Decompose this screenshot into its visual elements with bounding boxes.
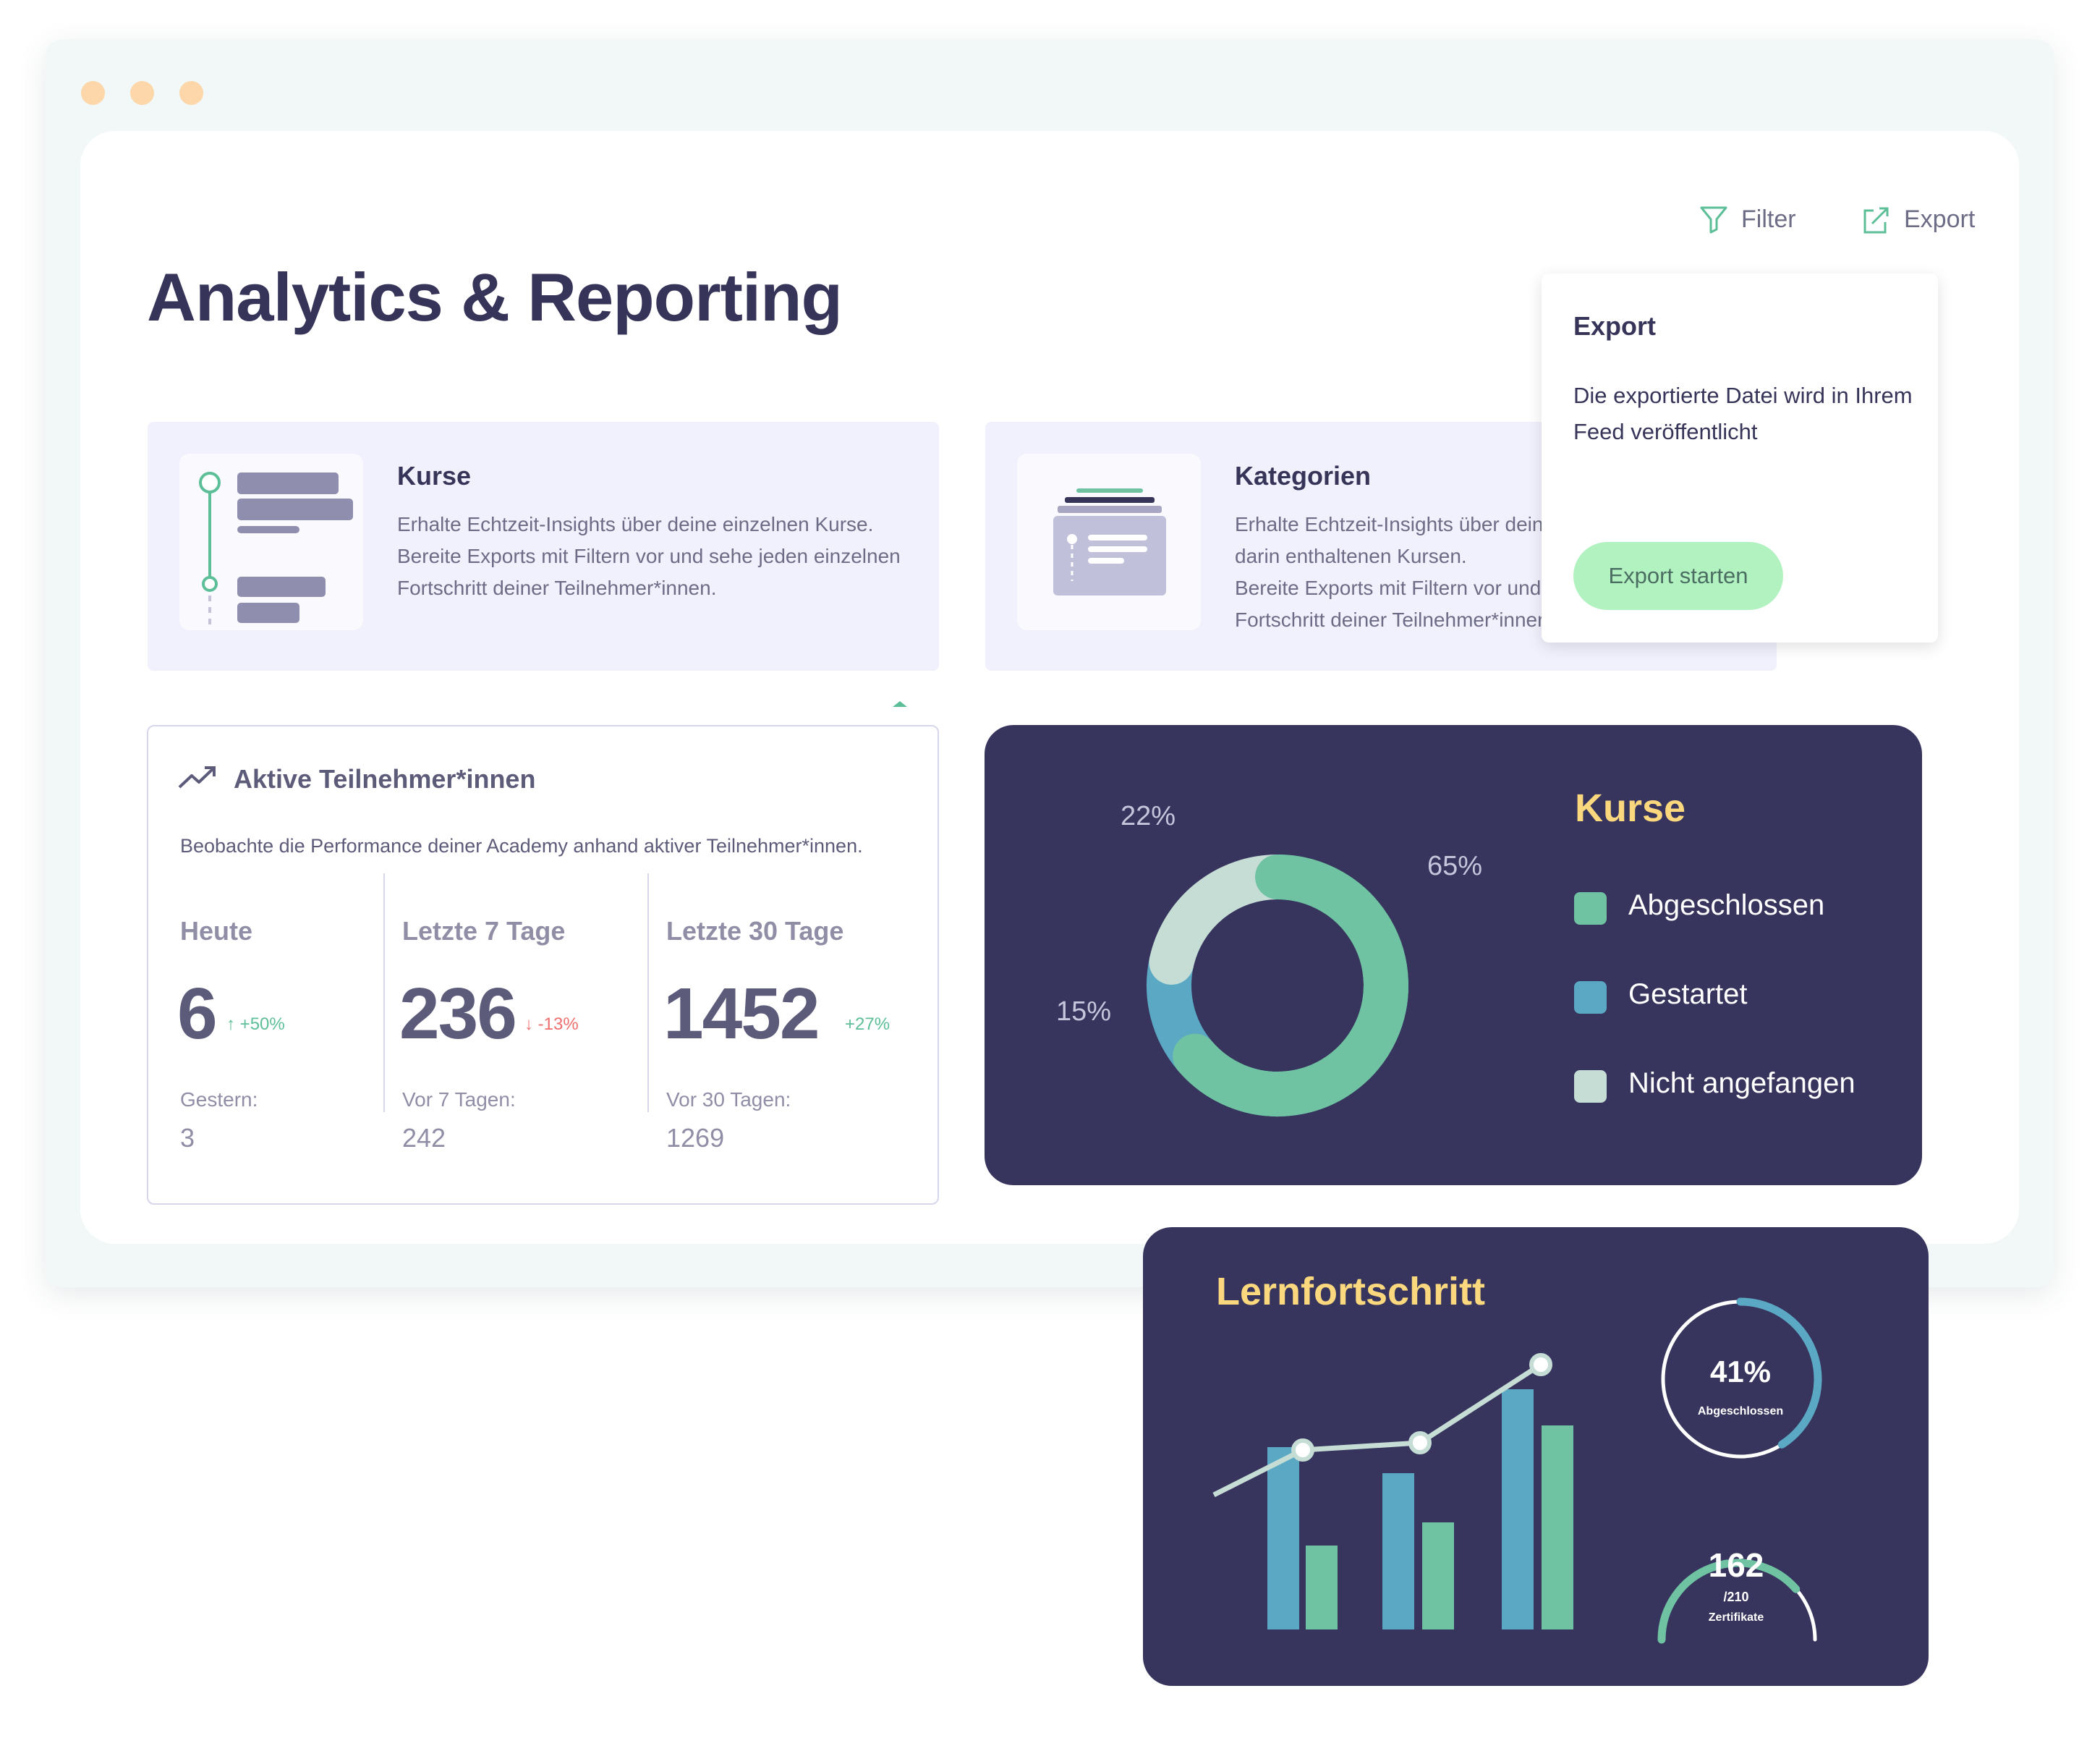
- stat-7d-value: 236: [399, 973, 517, 1054]
- kategorien-illustration: [1017, 454, 1201, 630]
- active-users-title: Aktive Teilnehmer*innen: [234, 764, 536, 794]
- legend-not-started: Nicht angefangen: [1628, 1067, 1855, 1099]
- certificates-total: /210: [1723, 1590, 1749, 1604]
- bar: [1267, 1447, 1299, 1629]
- column-divider: [383, 873, 385, 1112]
- export-popup-title: Export: [1573, 311, 1657, 341]
- stat-today-prev-label: Gestern:: [180, 1088, 258, 1111]
- trend-point: [1291, 1438, 1314, 1462]
- stat-30d-change: +27%: [845, 1014, 890, 1034]
- stat-today-prev-value: 3: [180, 1123, 195, 1153]
- bar: [1306, 1546, 1338, 1629]
- export-button[interactable]: Export: [1861, 203, 1975, 235]
- arrow-up-icon: ↑: [226, 1014, 240, 1034]
- card-kurse-title: Kurse: [397, 461, 472, 491]
- active-users-card: Aktive Teilnehmer*innen Beobachte die Pe…: [147, 725, 939, 1205]
- donut-label-started: 15%: [1056, 996, 1112, 1027]
- page-title: Analytics & Reporting: [147, 259, 843, 335]
- kurse-donut-card: 22% 65% 15% Kurse Abgeschlossen Gestarte…: [985, 725, 1922, 1185]
- window-close-dot[interactable]: [81, 81, 105, 105]
- export-label: Export: [1904, 205, 1976, 233]
- filter-button[interactable]: Filter: [1698, 203, 1796, 235]
- main-panel: Analytics & Reporting Filter Export: [80, 131, 2019, 1244]
- arrow-down-icon: ↓: [524, 1014, 538, 1034]
- column-divider: [647, 873, 649, 1112]
- bar: [1422, 1522, 1454, 1629]
- stat-30d-value: 1452: [663, 973, 820, 1054]
- bar: [1542, 1425, 1573, 1629]
- kurse-donut-chart: [1147, 855, 1408, 1116]
- card-kurse[interactable]: Kurse Erhalte Echtzeit-Insights über dei…: [148, 422, 939, 707]
- lernfortschritt-title: Lernfortschritt: [1216, 1270, 1486, 1313]
- stat-today-label: Heute: [180, 916, 253, 946]
- filter-icon: [1700, 206, 1727, 234]
- progress-ring-fill: [1736, 1297, 1822, 1449]
- stat-7d-change: ↓ -13%: [524, 1014, 579, 1034]
- filter-label: Filter: [1741, 205, 1796, 233]
- lernfortschritt-chart: [1212, 1297, 1822, 1644]
- completed-percent: 41%: [1709, 1355, 1772, 1389]
- stat-7d-prev-value: 242: [402, 1123, 446, 1153]
- donut-title: Kurse: [1575, 787, 1686, 830]
- export-popup: Export Die exportierte Datei wird in Ihr…: [1542, 274, 1938, 643]
- donut-label-completed: 65%: [1427, 851, 1483, 881]
- certificates-count: 162: [1708, 1546, 1764, 1584]
- trend-line: [1212, 1362, 1542, 1498]
- card-kurse-text: Erhalte Echtzeit-Insights über deine ein…: [397, 513, 901, 599]
- trend-point: [1408, 1431, 1432, 1454]
- window-maximize-dot[interactable]: [179, 81, 203, 105]
- export-popup-text: Die exportierte Datei wird in Ihrem Feed…: [1573, 383, 1913, 444]
- legend-swatch-not-started: [1574, 1070, 1607, 1103]
- trending-up-icon: [178, 766, 216, 789]
- bar: [1502, 1389, 1534, 1629]
- trend-point: [1529, 1353, 1552, 1376]
- stat-7d-prev-label: Vor 7 Tagen:: [402, 1088, 516, 1111]
- card-kategorien-title: Kategorien: [1235, 461, 1372, 491]
- completed-label: Abgeschlossen: [1697, 1405, 1784, 1417]
- active-users-description: Beobachte die Performance deiner Academy…: [180, 835, 863, 857]
- donut-segment-completed: [1173, 855, 1408, 1116]
- certificates-gauge-fill: [1657, 1559, 1801, 1644]
- bar: [1382, 1473, 1414, 1629]
- stat-30d-prev-label: Vor 30 Tagen:: [666, 1088, 791, 1111]
- legend-swatch-completed: [1574, 892, 1607, 925]
- stat-30d-label: Letzte 30 Tage: [666, 916, 844, 946]
- window-minimize-dot[interactable]: [130, 81, 154, 105]
- lernfortschritt-card: Lernfortschritt 41% Abgeschlossen 162 /2…: [1143, 1227, 1929, 1686]
- stat-today-change: ↑ +50%: [226, 1014, 285, 1034]
- legend-swatch-started: [1574, 981, 1607, 1014]
- export-icon: [1863, 207, 1889, 234]
- kurse-illustration: [179, 454, 363, 630]
- certificates-label: Zertifikate: [1708, 1611, 1764, 1624]
- card-kategorien-text: Erhalte Echtzeit-Insights über deine dar…: [1235, 513, 1555, 631]
- export-start-button[interactable]: Export starten: [1573, 542, 1783, 610]
- app-window: Analytics & Reporting Filter Export: [46, 40, 2054, 1287]
- stat-today-value: 6: [177, 973, 218, 1054]
- chevron-up-icon: [893, 701, 907, 707]
- stat-30d-prev-value: 1269: [666, 1123, 725, 1153]
- stat-7d-label: Letzte 7 Tage: [402, 916, 566, 946]
- legend-started: Gestartet: [1628, 978, 1748, 1010]
- donut-label-not-started: 22%: [1121, 801, 1176, 831]
- legend-completed: Abgeschlossen: [1628, 889, 1825, 921]
